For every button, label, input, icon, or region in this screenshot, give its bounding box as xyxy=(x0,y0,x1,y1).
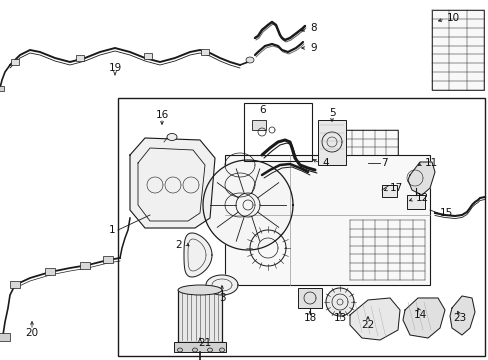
Bar xyxy=(317,120,346,165)
Bar xyxy=(11,59,19,65)
Polygon shape xyxy=(402,298,444,338)
Ellipse shape xyxy=(167,134,177,140)
Bar xyxy=(76,55,84,61)
Polygon shape xyxy=(205,275,238,295)
Bar xyxy=(349,220,424,280)
Text: 19: 19 xyxy=(108,63,122,73)
Text: 20: 20 xyxy=(25,328,39,338)
Polygon shape xyxy=(203,160,292,250)
Bar xyxy=(201,49,208,55)
Text: 3: 3 xyxy=(218,293,225,303)
Text: 4: 4 xyxy=(321,158,328,168)
Text: 18: 18 xyxy=(303,313,316,323)
Text: 9: 9 xyxy=(309,43,316,53)
Bar xyxy=(118,98,484,356)
Bar xyxy=(339,130,397,215)
Bar xyxy=(297,288,321,308)
Bar xyxy=(178,290,222,342)
Text: 13: 13 xyxy=(333,313,346,323)
Ellipse shape xyxy=(207,348,212,352)
Polygon shape xyxy=(349,298,399,340)
Text: 21: 21 xyxy=(198,338,211,348)
Ellipse shape xyxy=(177,348,182,352)
Bar xyxy=(143,53,152,59)
Polygon shape xyxy=(449,296,474,335)
Bar xyxy=(224,155,429,285)
Bar xyxy=(244,103,311,161)
Text: 23: 23 xyxy=(452,313,466,323)
Bar xyxy=(251,120,265,130)
Ellipse shape xyxy=(219,348,224,352)
Bar xyxy=(174,342,225,352)
Polygon shape xyxy=(407,162,434,195)
Bar xyxy=(103,256,113,263)
Text: 7: 7 xyxy=(380,158,387,168)
Text: 8: 8 xyxy=(309,23,316,33)
Polygon shape xyxy=(130,138,215,228)
Bar xyxy=(0,333,10,341)
Bar xyxy=(431,10,483,90)
Text: 22: 22 xyxy=(361,320,374,330)
Text: 14: 14 xyxy=(412,310,426,320)
Bar xyxy=(0,86,4,91)
Polygon shape xyxy=(183,233,212,277)
Bar xyxy=(10,281,20,288)
Text: 2: 2 xyxy=(175,240,182,250)
Ellipse shape xyxy=(178,285,222,295)
Bar xyxy=(80,262,90,269)
Text: 15: 15 xyxy=(439,208,452,218)
Text: 16: 16 xyxy=(155,110,168,120)
Ellipse shape xyxy=(192,348,197,352)
Text: 17: 17 xyxy=(389,183,403,193)
Bar xyxy=(406,195,424,209)
Text: 10: 10 xyxy=(446,13,459,23)
Text: 1: 1 xyxy=(108,225,115,235)
Text: 5: 5 xyxy=(328,108,335,118)
Text: 11: 11 xyxy=(424,158,437,168)
Polygon shape xyxy=(325,288,353,316)
Text: 12: 12 xyxy=(415,193,428,203)
Bar xyxy=(45,268,55,275)
Text: 6: 6 xyxy=(259,105,266,115)
Ellipse shape xyxy=(245,57,253,63)
Bar xyxy=(381,185,396,197)
